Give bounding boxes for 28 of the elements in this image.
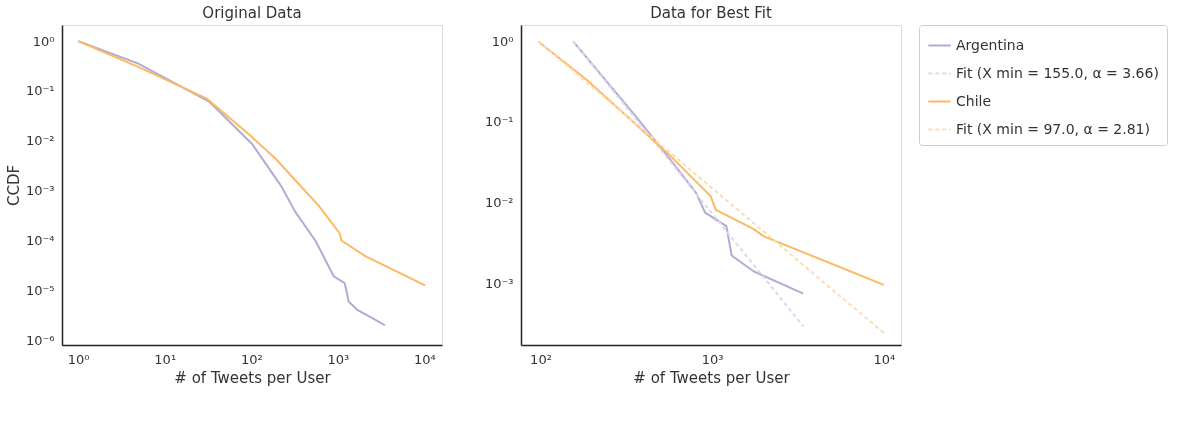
y-tick-label: 10⁻² <box>25 133 55 149</box>
y-tick-label: 10⁻¹ <box>25 83 55 99</box>
x-axis-title: # of Tweets per User <box>633 368 791 387</box>
y-tick-label: 10⁻⁶ <box>25 332 55 348</box>
chart-title: Data for Best Fit <box>650 3 772 22</box>
legend-label: Fit (X min = 97.0, α = 2.81) <box>956 120 1150 137</box>
y-tick-label: 10⁻⁴ <box>25 232 55 248</box>
x-tick-label: 10⁴ <box>413 351 436 367</box>
y-axis-title: CCDF <box>4 164 23 207</box>
legend-label: Chile <box>956 92 992 109</box>
x-tick-label: 10³ <box>701 351 724 367</box>
x-axis-title: # of Tweets per User <box>174 368 332 387</box>
x-tick-label: 10¹ <box>154 351 177 367</box>
x-tick-label: 10⁰ <box>67 351 90 367</box>
y-tick-label: 10⁰ <box>491 33 514 49</box>
y-tick-label: 10⁻³ <box>484 275 514 291</box>
y-tick-label: 10⁻⁵ <box>25 282 55 298</box>
legend-label: Fit (X min = 155.0, α = 3.66) <box>956 64 1159 81</box>
y-tick-label: 10⁻¹ <box>484 114 514 130</box>
y-tick-label: 10⁻³ <box>25 183 55 199</box>
y-tick-label: 10⁰ <box>32 33 55 49</box>
x-tick-label: 10³ <box>327 351 350 367</box>
x-tick-label: 10² <box>240 351 263 367</box>
y-tick-label: 10⁻² <box>484 195 514 210</box>
chart-title: Original Data <box>202 4 302 22</box>
legend-label: Argentina <box>956 36 1025 53</box>
x-tick-label: 10⁴ <box>873 351 896 367</box>
x-tick-label: 10² <box>530 351 552 367</box>
